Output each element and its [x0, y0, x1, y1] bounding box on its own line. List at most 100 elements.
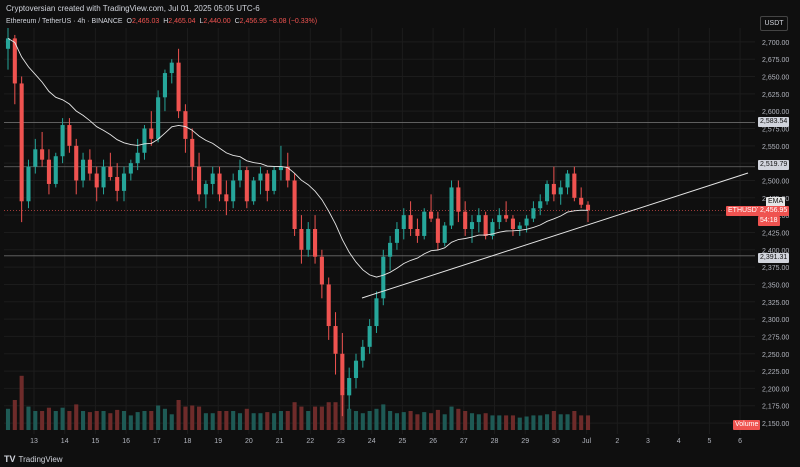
open-label: O	[126, 18, 132, 25]
volume-bar	[210, 413, 215, 430]
candle-body	[497, 215, 502, 223]
time-tick-label: 2	[615, 438, 619, 445]
price-tick-label: 2,550.00	[762, 144, 789, 151]
candle-body	[490, 222, 495, 236]
candle-body	[565, 173, 570, 188]
candle-body	[46, 159, 51, 184]
price-tick-label: 2,425.00	[762, 230, 789, 237]
price-tick-label: 2,675.00	[762, 57, 789, 64]
candle-body	[217, 173, 222, 195]
price-tick-label: 2,250.00	[762, 352, 789, 359]
candle-body	[504, 215, 509, 219]
volume-bar	[190, 405, 195, 430]
price-tick-label: 2,575.00	[762, 127, 789, 134]
candle-body	[33, 149, 38, 167]
symbol-legend: Ethereum / TetherUS · 4h · BINANCE O 2,46…	[6, 18, 317, 25]
candle-body	[231, 180, 236, 202]
currency-button[interactable]: USDT	[760, 16, 788, 31]
price-tick-label: 2,500.00	[762, 178, 789, 185]
volume-bar	[422, 412, 427, 430]
volume-bar	[326, 402, 331, 430]
volume-bar	[292, 402, 297, 430]
level-tag-1: 2,583.54	[758, 117, 790, 127]
candle-body	[545, 183, 550, 202]
candle-body	[169, 62, 174, 74]
volume-bar	[87, 412, 92, 430]
volume-bar	[60, 407, 65, 430]
time-tick-label: 26	[429, 438, 437, 445]
volume-bar	[538, 415, 543, 430]
candle-body	[442, 225, 447, 243]
volume-bar	[46, 407, 51, 430]
time-tick-label: 28	[491, 438, 499, 445]
candle-body	[326, 284, 331, 327]
volume-bar	[224, 411, 229, 430]
volume-bar	[510, 415, 515, 430]
volume-bar	[265, 412, 270, 430]
time-tick-label: 23	[337, 438, 345, 445]
candle-body	[483, 215, 488, 236]
high-value: 2,465.04	[168, 18, 196, 25]
candle-body	[53, 156, 58, 184]
candle-body	[149, 128, 154, 139]
candle-body	[5, 38, 11, 49]
volume-tag: Volume	[733, 420, 761, 430]
candle-body	[572, 173, 577, 198]
price-tag: 2,456.95	[758, 206, 790, 216]
volume-bar	[299, 406, 304, 430]
volume-bar	[394, 413, 399, 430]
candle-body	[551, 183, 556, 195]
volume-bar	[367, 411, 372, 430]
symbol-name: Ethereum / TetherUS · 4h · BINANCE	[6, 18, 123, 25]
volume-bar	[319, 406, 324, 430]
price-tick-label: 2,650.00	[762, 75, 789, 82]
volume-bar	[415, 414, 420, 430]
volume-bar	[531, 415, 536, 430]
time-tick-label: 6	[738, 438, 742, 445]
candle-body	[156, 97, 161, 139]
candle-body	[422, 211, 427, 236]
volume-bar	[551, 411, 556, 430]
volume-bar	[74, 404, 79, 430]
price-tick-label: 2,175.00	[762, 404, 789, 411]
tradingview-branding[interactable]: TV TradingView	[4, 454, 63, 464]
candle-body	[210, 173, 215, 184]
time-tick-label: 21	[276, 438, 284, 445]
candle-body	[319, 256, 324, 285]
time-tick-label: 22	[306, 438, 314, 445]
candle-body	[292, 180, 297, 229]
volume-bar	[388, 411, 393, 430]
high-label: H	[163, 18, 169, 25]
volume-bar	[244, 408, 249, 430]
candle-body	[265, 173, 270, 191]
candle-body	[12, 38, 17, 84]
candle-body	[415, 229, 420, 236]
volume-bar	[579, 415, 584, 430]
volume-bar	[272, 413, 277, 430]
candle-body	[299, 229, 304, 250]
candle-body	[333, 326, 338, 354]
volume-bar	[278, 411, 283, 430]
time-tick-label: 20	[245, 438, 253, 445]
pair-tag: ETHUSDT	[726, 206, 764, 216]
time-tick-label: 29	[521, 438, 529, 445]
price-tick-label: 2,150.00	[762, 421, 789, 428]
candle-body	[251, 180, 256, 202]
candle-body	[347, 378, 352, 396]
price-tick-label: 2,275.00	[762, 334, 789, 341]
candlesticks	[5, 28, 591, 417]
candle-body	[115, 177, 120, 191]
level-tag-2: 2,519.79	[758, 160, 790, 170]
candle-body	[74, 145, 79, 181]
price-axis: 2,700.00 2,675.00 2,650.00 2,625.00 2,600.00…	[762, 40, 789, 428]
volume-bar	[108, 413, 113, 430]
ema-line	[7, 38, 589, 278]
chart-grid	[4, 28, 755, 434]
time-tick-label: 24	[368, 438, 376, 445]
candle-body	[121, 173, 127, 191]
volume-bar	[333, 402, 338, 430]
volume-bar	[5, 408, 11, 430]
time-tick-label: 14	[61, 438, 69, 445]
candle-body	[244, 170, 249, 202]
